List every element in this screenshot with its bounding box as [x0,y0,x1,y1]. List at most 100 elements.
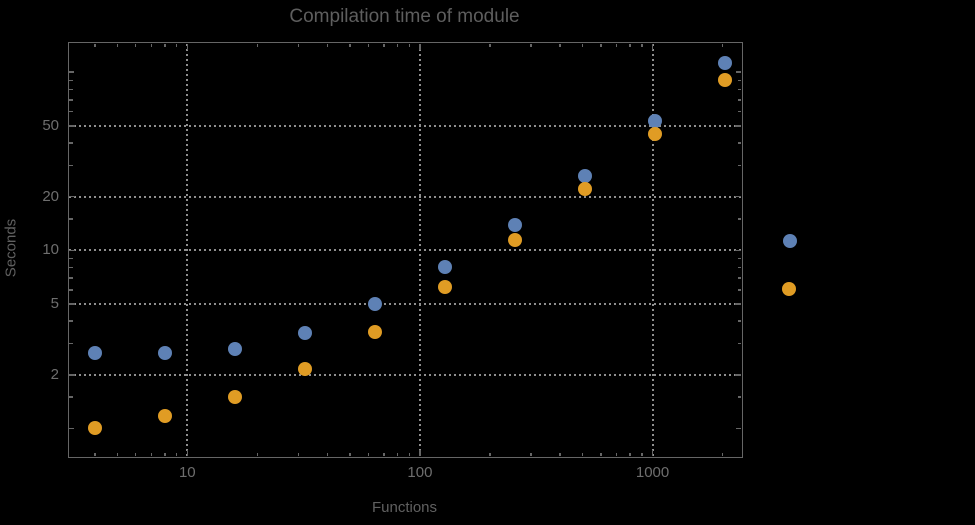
x-tick [559,452,561,456]
x-tick [559,43,561,47]
y-tick [69,125,75,127]
y-tick-label: 2 [50,365,59,383]
x-tick [297,452,300,456]
data-point-series-1 [507,218,522,233]
x-tick [349,452,351,456]
x-tick [383,43,385,47]
x-tick [629,43,631,47]
data-point-series-2 [87,421,102,436]
x-tick [297,43,300,47]
x-tick [94,452,96,456]
x-tick [134,43,137,47]
chart-title: Compilation time of module [289,6,520,27]
gridline-y [69,249,741,252]
x-tick [530,452,532,456]
y-tick [737,320,741,322]
y-tick [737,79,741,82]
x-axis-label: Functions [371,499,438,516]
y-tick [69,88,73,91]
x-tick [641,452,643,456]
x-tick [641,43,643,47]
x-tick [396,452,399,456]
x-tick [175,452,178,456]
x-tick [256,43,259,47]
x-tick [600,43,602,47]
y-tick [69,277,73,279]
y-tick [69,374,75,376]
y-tick [69,342,73,345]
x-tick [326,43,329,47]
data-point-series-2 [507,233,522,248]
legend-marker-series-2 [782,282,796,296]
y-tick [69,320,73,322]
y-axis-label: Seconds [2,218,20,278]
x-tick [615,43,618,47]
x-tick [721,43,724,47]
x-tick [651,450,654,456]
data-point-series-1 [297,325,312,340]
x-tick [94,43,96,47]
y-tick [69,249,75,252]
x-tick [629,452,631,456]
y-tick [737,218,741,220]
y-tick [737,396,741,398]
data-point-series-1 [87,345,102,360]
y-tick [737,277,741,279]
x-tick [164,43,166,47]
x-tick [150,452,153,456]
y-tick [737,342,741,345]
x-tick-label: 100 [407,464,433,481]
y-tick [69,195,75,198]
y-tick-label: 50 [42,116,59,134]
x-tick [408,43,411,47]
y-tick [69,71,74,73]
y-tick [69,257,73,260]
x-tick-label: 1000 [635,464,670,481]
x-tick [581,452,584,456]
x-tick [164,452,166,456]
y-tick [69,110,73,113]
data-point-series-1 [367,296,382,311]
x-tick [150,43,153,47]
x-tick [408,452,411,456]
x-tick [581,43,584,47]
y-tick [69,99,73,101]
data-point-series-2 [297,361,312,376]
y-tick [69,142,73,144]
x-tick [489,43,491,47]
gridline-y [69,124,741,127]
y-tick [735,374,741,376]
y-tick [737,266,741,269]
y-tick [69,303,75,305]
data-point-series-2 [717,72,732,87]
x-tick [489,452,491,456]
x-tick-label: 10 [178,464,196,481]
x-tick [615,452,618,456]
y-tick [737,88,741,91]
y-tick [736,71,741,73]
y-tick [735,303,741,305]
data-point-series-2 [157,409,172,424]
y-tick [736,427,741,430]
data-point-series-1 [717,55,732,70]
legend-marker-series-1 [783,234,797,248]
x-tick [419,43,421,50]
x-tick [367,43,370,47]
x-tick [186,43,189,50]
x-tick [134,452,137,456]
gridline-y [69,373,741,376]
y-tick [735,249,741,252]
y-tick [69,164,73,167]
y-tick [735,195,741,198]
x-tick [326,452,329,456]
gridline-y [69,302,741,305]
data-point-series-2 [577,182,592,197]
data-point-series-2 [367,324,382,339]
y-tick [737,142,741,144]
y-tick [737,164,741,167]
x-tick [349,43,351,47]
plot-frame [67,42,743,458]
y-tick [737,289,741,291]
data-point-series-2 [437,280,452,295]
